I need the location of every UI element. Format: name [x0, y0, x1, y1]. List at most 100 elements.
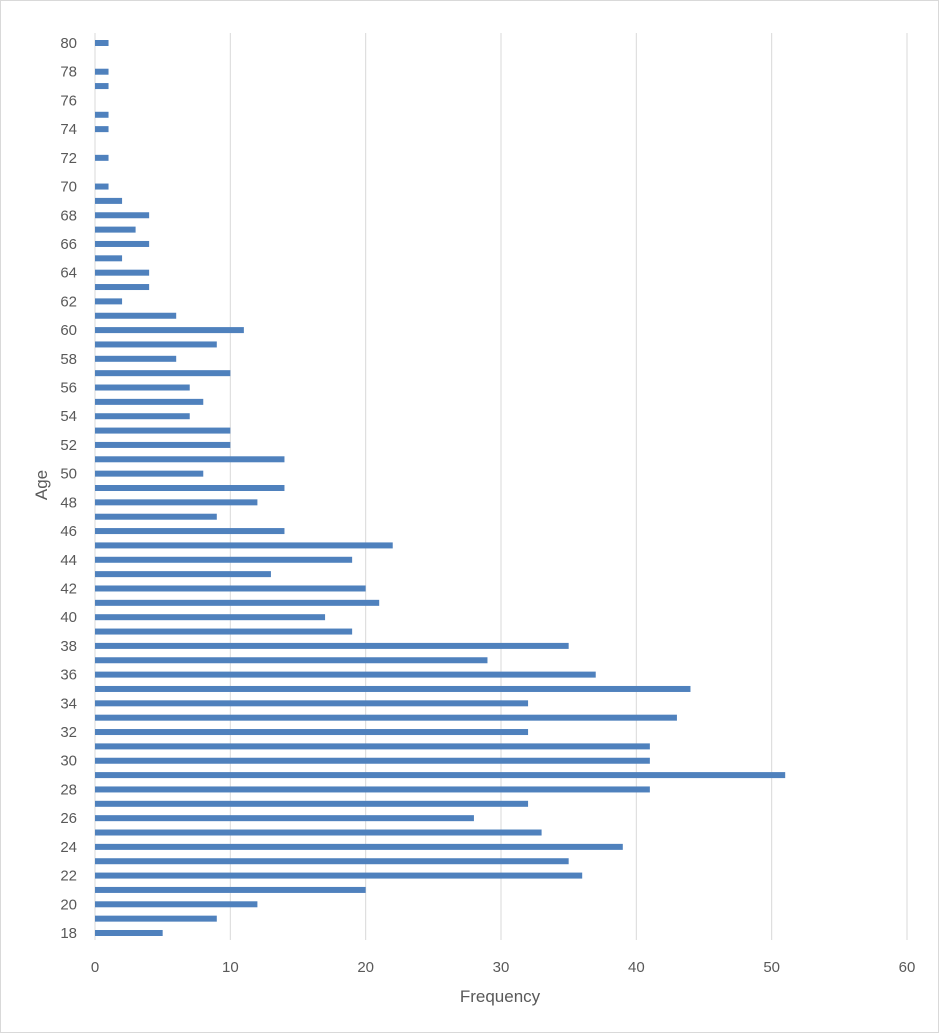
- bar-age-28: [95, 786, 650, 793]
- y-axis-tick-labels: 18 20 22 24 26 28 30 32 34 36 38 40 42 44 46 48 50 52 54 56…: [60, 35, 77, 942]
- bar-age-61: [95, 312, 177, 319]
- bar-age-53: [95, 427, 231, 434]
- x-tick-label-0: 0: [91, 959, 99, 976]
- bar-age-41: [95, 599, 380, 606]
- bar-age-22: [95, 872, 583, 879]
- bar-age-68: [95, 212, 150, 219]
- y-tick-label-38: 38: [60, 638, 77, 655]
- bar-age-31: [95, 743, 650, 750]
- y-axis-label: Age: [32, 470, 51, 500]
- bar-age-32: [95, 729, 529, 736]
- x-axis-label: Frequency: [460, 987, 541, 1006]
- bar-age-69: [95, 197, 123, 204]
- y-tick-label-68: 68: [60, 207, 77, 224]
- x-axis-tick-labels: 0 10 20 30 40 50 60: [91, 959, 916, 976]
- bar-age-51: [95, 456, 285, 463]
- x-tick-label-20: 20: [357, 959, 374, 976]
- y-tick-label-22: 22: [60, 868, 77, 885]
- y-tick-label-40: 40: [60, 609, 77, 626]
- y-tick-label-58: 58: [60, 351, 77, 368]
- bar-age-44: [95, 556, 353, 563]
- bar-age-20: [95, 901, 258, 908]
- bar-age-75: [95, 111, 109, 118]
- bar-age-38: [95, 642, 569, 649]
- y-tick-label-34: 34: [60, 695, 77, 712]
- bar-age-19: [95, 915, 217, 922]
- y-tick-label-32: 32: [60, 724, 77, 741]
- bar-age-78: [95, 68, 109, 75]
- bar-age-50: [95, 470, 204, 477]
- y-tick-label-18: 18: [60, 925, 77, 942]
- y-tick-label-72: 72: [60, 150, 77, 167]
- bar-age-70: [95, 183, 109, 190]
- bar-age-62: [95, 298, 123, 305]
- bar-age-59: [95, 341, 217, 348]
- bar-age-42: [95, 585, 366, 592]
- bar-age-37: [95, 657, 488, 664]
- bar-age-27: [95, 800, 529, 807]
- bar-age-45: [95, 542, 393, 549]
- y-tick-label-44: 44: [60, 552, 77, 569]
- bar-age-57: [95, 370, 231, 377]
- y-tick-label-24: 24: [60, 839, 77, 856]
- x-tick-label-10: 10: [222, 959, 239, 976]
- y-tick-label-20: 20: [60, 896, 77, 913]
- bar-age-52: [95, 441, 231, 448]
- y-tick-label-62: 62: [60, 293, 77, 310]
- y-tick-label-26: 26: [60, 810, 77, 827]
- x-tick-label-30: 30: [493, 959, 510, 976]
- bar-age-55: [95, 398, 204, 405]
- bar-age-74: [95, 126, 109, 133]
- y-tick-label-66: 66: [60, 236, 77, 253]
- x-tick-label-60: 60: [899, 959, 916, 976]
- x-tick-label-50: 50: [763, 959, 780, 976]
- bar-age-29: [95, 772, 786, 779]
- bar-age-56: [95, 384, 190, 391]
- y-tick-label-76: 76: [60, 92, 77, 109]
- y-tick-label-60: 60: [60, 322, 77, 339]
- bar-age-25: [95, 829, 542, 836]
- y-tick-label-64: 64: [60, 265, 77, 282]
- bar-age-60: [95, 327, 244, 334]
- bar-age-58: [95, 355, 177, 362]
- y-tick-label-28: 28: [60, 781, 77, 798]
- bar-age-34: [95, 700, 529, 707]
- bar-age-35: [95, 685, 691, 692]
- y-tick-label-74: 74: [60, 121, 77, 138]
- x-tick-label-40: 40: [628, 959, 645, 976]
- y-tick-label-80: 80: [60, 35, 77, 52]
- bar-age-36: [95, 671, 596, 678]
- bar-age-64: [95, 269, 150, 276]
- bar-age-18: [95, 930, 163, 936]
- bar-age-26: [95, 815, 474, 822]
- bar-age-48: [95, 499, 258, 506]
- y-tick-label-52: 52: [60, 437, 77, 454]
- bar-age-63: [95, 284, 150, 291]
- bars: [95, 40, 786, 936]
- bar-age-24: [95, 843, 623, 850]
- y-tick-label-70: 70: [60, 179, 77, 196]
- bar-age-43: [95, 571, 271, 578]
- y-tick-label-30: 30: [60, 753, 77, 770]
- bar-age-30: [95, 757, 650, 764]
- y-tick-label-50: 50: [60, 466, 77, 483]
- bar-age-46: [95, 528, 285, 535]
- y-tick-label-54: 54: [60, 408, 77, 425]
- bar-age-33: [95, 714, 677, 721]
- bar-age-47: [95, 513, 217, 520]
- y-tick-label-56: 56: [60, 380, 77, 397]
- y-tick-label-46: 46: [60, 523, 77, 540]
- bar-age-49: [95, 485, 285, 491]
- bar-age-77: [95, 83, 109, 90]
- y-tick-label-48: 48: [60, 494, 77, 511]
- bar-age-23: [95, 858, 569, 865]
- bar-age-21: [95, 886, 366, 893]
- bar-age-66: [95, 240, 150, 247]
- y-tick-label-42: 42: [60, 580, 77, 597]
- y-tick-label-36: 36: [60, 667, 77, 684]
- bar-age-54: [95, 413, 190, 420]
- bar-age-40: [95, 614, 326, 621]
- y-tick-label-78: 78: [60, 64, 77, 81]
- bar-age-80: [95, 40, 109, 46]
